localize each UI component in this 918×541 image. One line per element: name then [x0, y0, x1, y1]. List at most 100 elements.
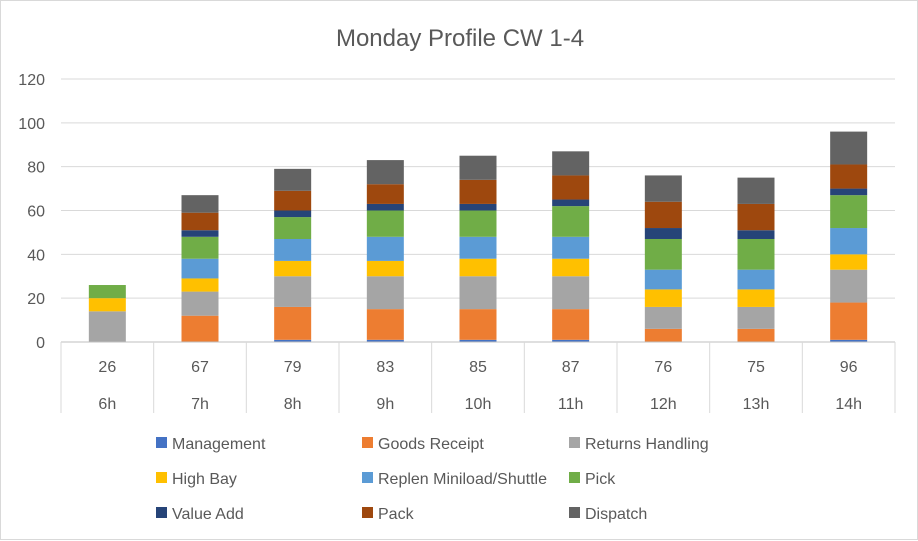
bar-segment [737, 238, 775, 270]
legend-label: Goods Receipt [378, 436, 484, 453]
legend-swatch [156, 507, 167, 518]
bar-segment [88, 285, 126, 299]
bar-segment [459, 309, 497, 340]
bar-segment [830, 164, 868, 189]
bar-segment [830, 269, 868, 303]
legend-swatch [156, 437, 167, 448]
bar-segment [737, 230, 775, 239]
x-tick-label: 11h [558, 396, 584, 413]
bar-segment [181, 278, 219, 292]
x-tick-label: 6h [98, 396, 116, 413]
legend-label: Dispatch [585, 506, 647, 523]
legend-swatch [569, 507, 580, 518]
legend-swatch [569, 472, 580, 483]
legend-item: Management [156, 436, 266, 453]
total-label: 87 [562, 359, 580, 376]
bar-segment [181, 258, 219, 279]
bar-segment [181, 236, 219, 259]
bar-segment [366, 339, 404, 342]
bar-segment [552, 199, 590, 207]
bar-segment [737, 306, 775, 329]
y-tick-label: 40 [27, 247, 45, 264]
bar-segment [552, 151, 590, 176]
bar-segment [459, 203, 497, 211]
bar-segment [552, 276, 590, 310]
x-tick-label: 8h [284, 396, 302, 413]
legend-label: Replen Miniload/Shuttle [378, 471, 547, 488]
bar-segment [830, 228, 868, 255]
legend-item: Returns Handling [569, 436, 709, 453]
bar-segment [274, 276, 312, 307]
bar-segment [274, 260, 312, 277]
bar-segment [830, 339, 868, 342]
bar-segment [644, 306, 682, 329]
bar-segment [644, 269, 682, 290]
legend-item: Pack [362, 506, 415, 523]
data-table: 26 6h 67 7h 79 8h 83 9h 85 10h 87 11h 76 12h 75 13h 96 14… [60, 341, 896, 413]
bar-segment [88, 298, 126, 312]
bar-segment [552, 175, 590, 200]
legend-swatch [156, 472, 167, 483]
bar-segment [552, 339, 590, 342]
bar-segment [274, 190, 312, 211]
bar-segment [737, 289, 775, 307]
total-label: 83 [376, 359, 394, 376]
bar-segment [552, 258, 590, 277]
bar-segment [366, 309, 404, 340]
bar-segment [644, 175, 682, 202]
total-label: 85 [469, 359, 487, 376]
bar-segment [459, 276, 497, 310]
bar-segment [830, 131, 868, 165]
bar-segment [366, 203, 404, 211]
bar-segment [830, 195, 868, 229]
x-tick-label: 14h [835, 396, 862, 413]
bar-segment [459, 155, 497, 180]
chart-title: Monday Profile CW 1-4 [336, 25, 584, 52]
total-label: 75 [747, 359, 765, 376]
bar-segment [366, 160, 404, 185]
y-tick-label: 20 [27, 291, 45, 308]
bar-segment [88, 311, 126, 342]
bar-segment [644, 228, 682, 239]
legend-label: Pick [585, 471, 616, 488]
bar-segment [459, 258, 497, 277]
bar-segment [552, 309, 590, 340]
legend: Management Goods Receipt Returns Handling H… [156, 436, 709, 523]
bar-segment [644, 328, 682, 342]
bar-segment [644, 201, 682, 229]
bar-segment [644, 289, 682, 307]
bar-segment [181, 195, 219, 213]
y-tick-label: 120 [18, 72, 45, 89]
x-tick-label: 9h [376, 396, 394, 413]
bar-segment [737, 203, 775, 231]
y-tick-label: 80 [27, 160, 45, 177]
bar-segment [274, 306, 312, 340]
bar-segment [366, 236, 404, 261]
bar-segment [737, 177, 775, 204]
bar-segment [181, 315, 219, 342]
y-tick-label: 100 [18, 116, 45, 133]
bar-segment [644, 238, 682, 270]
bar-segment [552, 236, 590, 259]
total-label: 79 [284, 359, 302, 376]
legend-label: Value Add [172, 506, 244, 523]
x-tick-label: 7h [191, 396, 209, 413]
legend-item: High Bay [156, 471, 237, 488]
bar-segment [830, 254, 868, 270]
bar-segment [181, 212, 219, 231]
legend-label: Management [172, 436, 266, 453]
total-label: 26 [98, 359, 116, 376]
x-tick-label: 10h [465, 396, 492, 413]
bar-segment [274, 168, 312, 191]
legend-swatch [362, 507, 373, 518]
y-tick-label: 60 [27, 204, 45, 221]
bar-segment [274, 339, 312, 342]
bar-segment [830, 188, 868, 196]
bar-segment [737, 269, 775, 290]
bar-segment [366, 210, 404, 237]
x-tick-label: 13h [743, 396, 770, 413]
bar-segment [459, 179, 497, 204]
bar-segment [459, 339, 497, 342]
bar-segment [830, 302, 868, 340]
